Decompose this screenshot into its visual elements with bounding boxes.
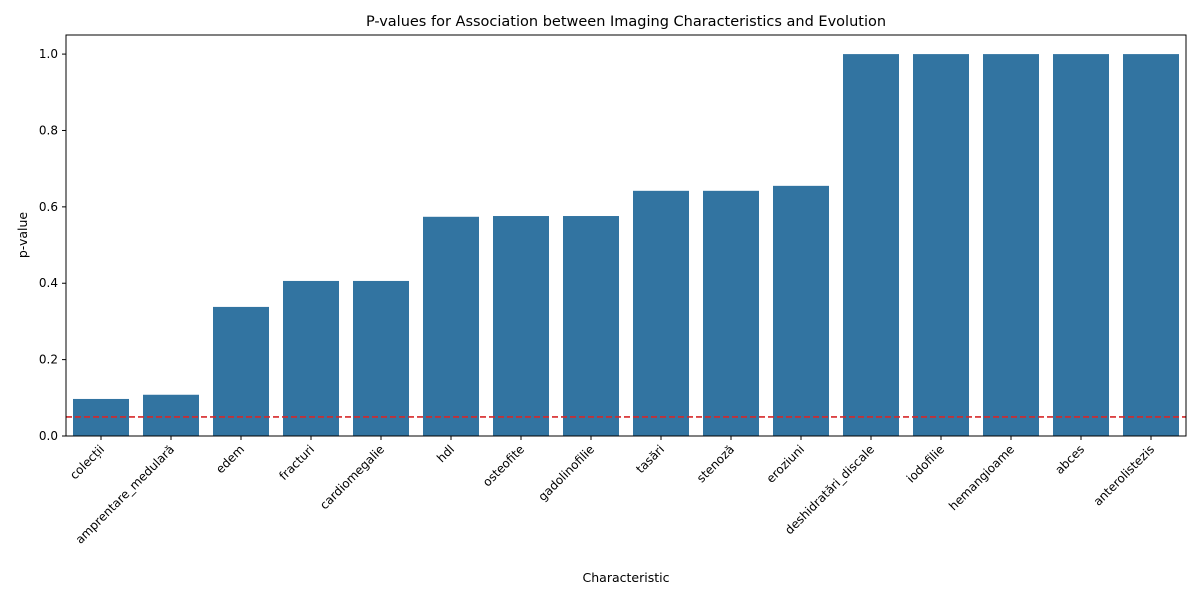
x-axis-label: Characteristic (583, 570, 670, 585)
bar-0 (73, 398, 129, 436)
x-tick-label-5: hdl (434, 442, 457, 465)
y-tick-label-0: 0.0 (39, 429, 58, 443)
y-tick-label-1: 0.2 (39, 353, 58, 367)
bar-8 (633, 190, 689, 436)
bar-11 (843, 54, 899, 436)
x-tick-label-0: colecții (67, 442, 107, 482)
bar-13 (983, 54, 1039, 436)
bar-4 (353, 280, 409, 436)
x-tick-label-4: cardiomegalie (317, 442, 387, 512)
y-tick-label-2: 0.4 (39, 276, 58, 290)
x-tick-label-14: abces (1052, 442, 1087, 477)
x-tick-label-8: tasări (633, 442, 667, 476)
chart-title: P-values for Association between Imaging… (366, 14, 886, 30)
bar-9 (703, 190, 759, 436)
x-tick-label-12: iodofilie (904, 442, 947, 485)
bar-6 (493, 216, 549, 436)
bar-14 (1053, 54, 1109, 436)
x-tick-label-2: edem (213, 442, 247, 476)
x-tick-label-13: hemangioame (946, 442, 1017, 513)
bar-10 (773, 185, 829, 436)
x-tick-label-3: fracturi (276, 442, 317, 483)
y-tick-label-4: 0.8 (39, 123, 58, 137)
bar-12 (913, 54, 969, 436)
bar-7 (563, 216, 619, 436)
x-tick-label-10: eroziuni (764, 442, 808, 486)
x-tick-label-7: gadolinofilie (535, 442, 597, 504)
y-axis-label: p-value (15, 212, 30, 259)
x-tick-label-9: stenoză (694, 442, 737, 485)
y-tick-label-5: 1.0 (39, 47, 58, 61)
bar-2 (213, 306, 269, 436)
y-axis: 0.0 0.2 0.4 0.6 0.8 1.0 (39, 47, 66, 443)
bar-3 (283, 280, 339, 436)
x-tick-label-6: osteofite (480, 442, 527, 489)
bar-5 (423, 216, 479, 436)
y-tick-label-3: 0.6 (39, 200, 58, 214)
bar-15 (1123, 54, 1179, 436)
bar-1 (143, 394, 199, 436)
plot-frame (65, 34, 1187, 437)
bars-group (73, 54, 1179, 436)
x-tick-label-15: anterolistezis (1091, 442, 1157, 508)
